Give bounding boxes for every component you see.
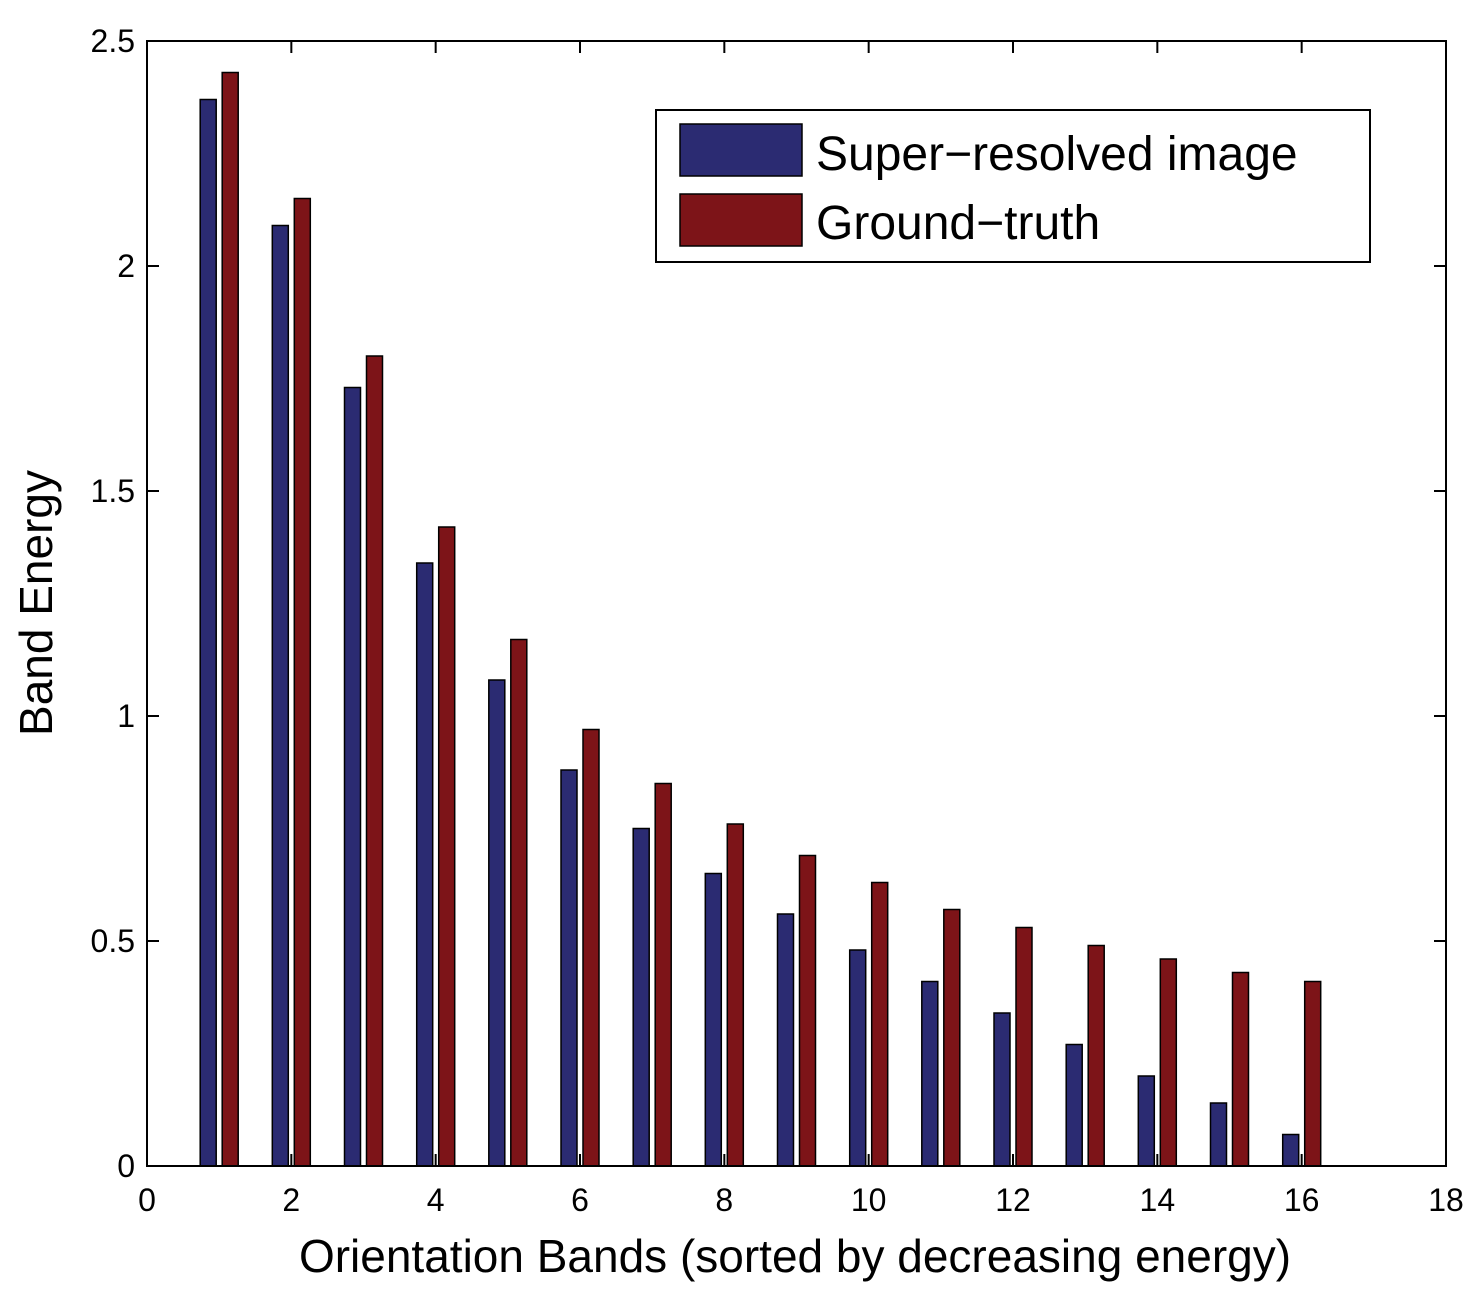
bar-ground-truth-6 [582,728,600,1167]
bar-super-resolved-5 [488,679,506,1167]
x-tick-label: 10 [851,1182,887,1218]
x-tick-label: 6 [571,1182,589,1218]
y-tick-label: 2.5 [91,23,135,59]
bar-ground-truth-8 [726,823,745,1167]
y-tick-label: 1.5 [91,473,135,509]
bar-super-resolved-7 [632,827,650,1167]
bar-super-resolved-2 [271,224,290,1167]
bar-super-resolved-15 [1209,1102,1228,1167]
x-tick-label: 18 [1428,1182,1464,1218]
bar-ground-truth-1 [221,71,239,1167]
bar-super-resolved-9 [776,913,795,1167]
legend-swatch-super-resolved [679,123,803,177]
x-axis-title: Orientation Bands (sorted by decreasing … [299,1230,1291,1282]
legend-swatch-ground-truth [679,193,803,247]
x-tick-label: 8 [715,1182,733,1218]
legend-label-ground-truth: Ground−truth [816,197,1100,250]
bar-ground-truth-3 [365,355,384,1167]
bar-super-resolved-8 [704,872,723,1167]
bar-super-resolved-10 [848,949,867,1167]
bar-ground-truth-2 [293,197,312,1167]
x-tick-label: 12 [995,1182,1031,1218]
bar-ground-truth-4 [437,526,456,1167]
x-tick-labels: 0 2 4 6 8 10 12 14 16 18 [138,1182,1464,1218]
bar-super-resolved-11 [921,980,939,1167]
y-axis-title: Band Energy [10,470,62,736]
y-tick-labels: 0 0.5 1 1.5 2 2.5 [91,23,135,1184]
bar-ground-truth-16 [1303,980,1322,1167]
x-tick-label: 16 [1284,1182,1320,1218]
bar-super-resolved-1 [199,98,217,1167]
x-tick-label: 2 [282,1182,300,1218]
x-tick-label: 14 [1140,1182,1176,1218]
bar-ground-truth-13 [1087,944,1105,1167]
legend: Super−resolved image Ground−truth [655,109,1371,263]
legend-label-super-resolved: Super−resolved image [816,128,1298,181]
y-tick-label: 1 [117,698,135,734]
bar-super-resolved-13 [1065,1043,1083,1167]
bar-ground-truth-9 [798,854,817,1167]
bar-super-resolved-14 [1137,1075,1156,1167]
x-tick-label: 0 [138,1182,156,1218]
plot-frame [146,40,1447,1167]
bar-super-resolved-3 [343,386,362,1167]
bar-super-resolved-6 [560,769,578,1167]
ticks-layer [146,40,1447,1167]
bar-super-resolved-16 [1281,1133,1300,1167]
bar-super-resolved-12 [993,1012,1011,1167]
bar-ground-truth-14 [1159,958,1178,1167]
bar-ground-truth-15 [1231,971,1250,1167]
bar-ground-truth-7 [654,782,672,1167]
y-tick-label: 0.5 [91,923,135,959]
bar-ground-truth-11 [943,908,961,1167]
bar-ground-truth-5 [510,638,528,1167]
bar-ground-truth-12 [1015,926,1033,1167]
bars-layer [199,71,1322,1167]
y-tick-label: 0 [117,1148,135,1184]
x-tick-label: 4 [427,1182,445,1218]
y-tick-label: 2 [117,248,135,284]
bar-ground-truth-10 [870,881,889,1167]
bar-super-resolved-4 [415,562,434,1167]
